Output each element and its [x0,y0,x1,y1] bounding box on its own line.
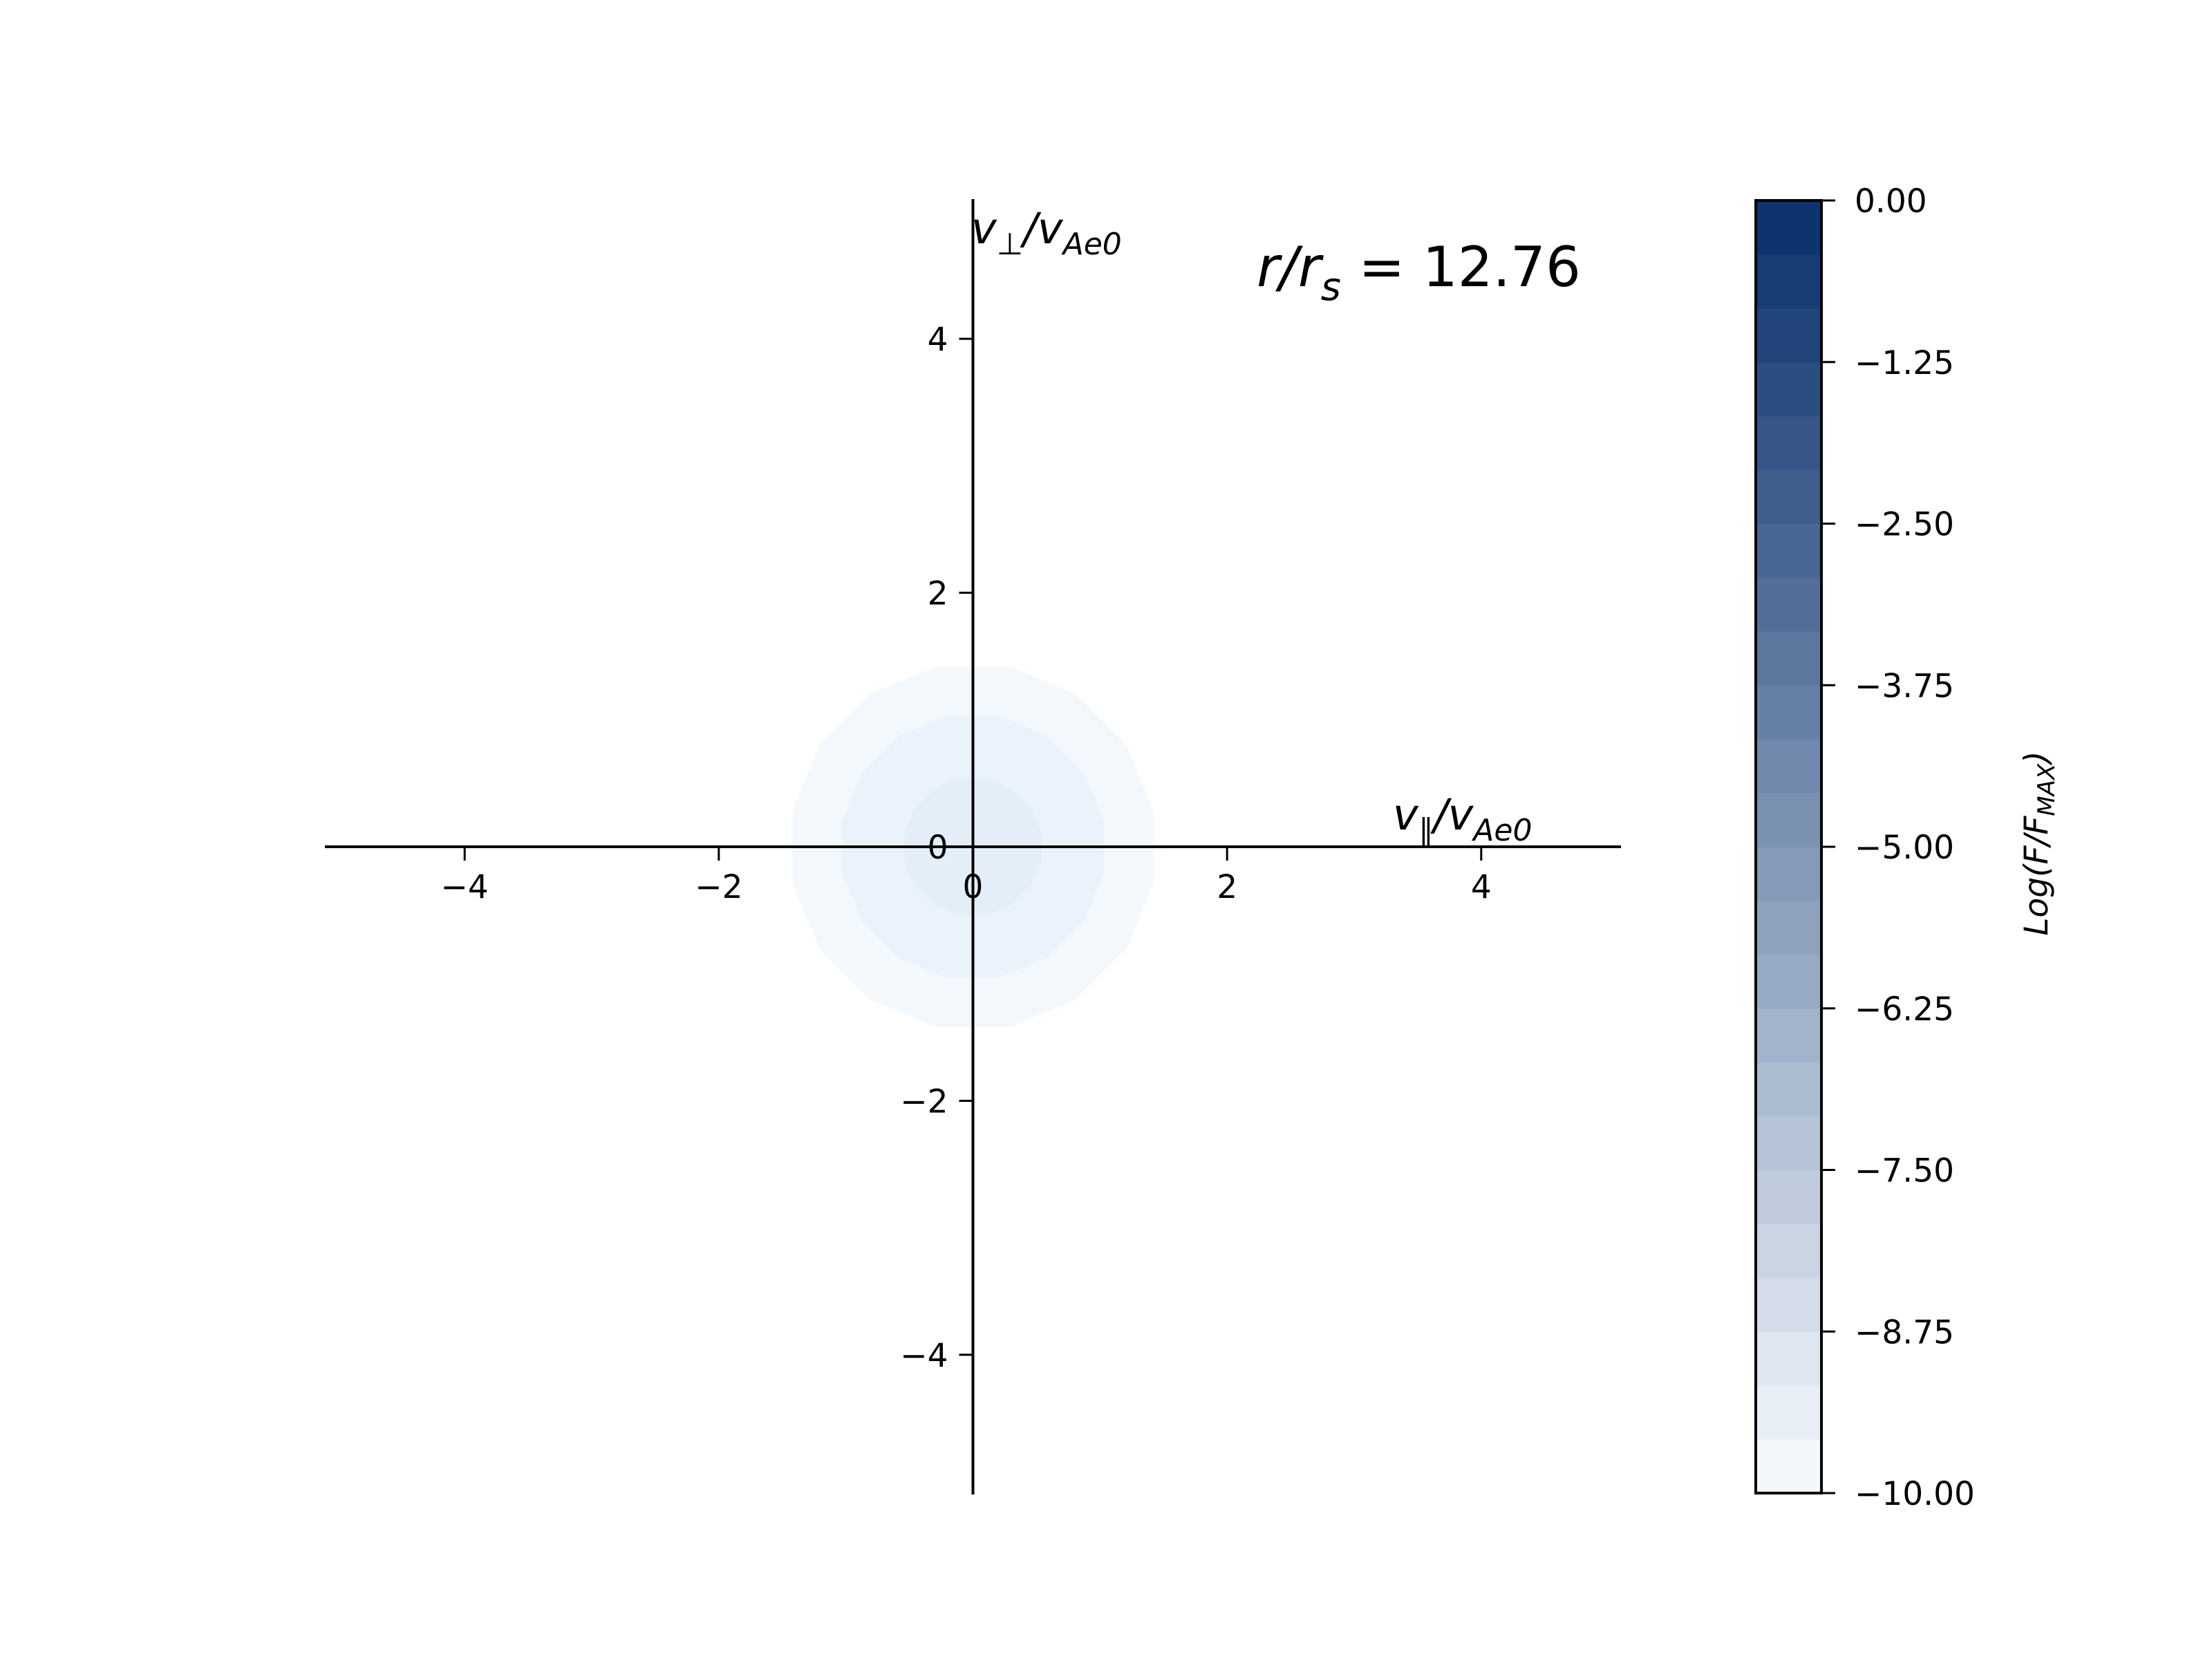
y-axis-label: v⊥/vAe0 [971,203,1122,262]
colorbar-band [1756,1008,1821,1063]
radius-annotation: r/rs = 12.76 [1257,235,1581,310]
colorbar-tick-label: −6.25 [1855,991,1954,1029]
colorbar-band [1756,900,1821,955]
x-ticks: −4 −2 0 2 4 [441,847,1492,906]
colorbar-tick-label: −2.50 [1855,506,1954,544]
colorbar-band [1756,793,1821,847]
x-tick-label: 4 [1471,868,1492,906]
y-tick-label: −4 [900,1337,948,1375]
colorbar-band [1756,739,1821,794]
colorbar-ticks: 0.00 −1.25 −2.50 −3.75 −5.00 −6.25 −7.50 −8.75 −… [1821,182,1975,1513]
colorbar-bands [1756,200,1821,1494]
x-tick-label: 2 [1217,868,1237,906]
colorbar-band [1756,254,1821,309]
colorbar: 0.00 −1.25 −2.50 −3.75 −5.00 −6.25 −7.50 −8.75 −… [1754,182,1975,1513]
colorbar-band [1756,1062,1821,1117]
colorbar-band [1756,523,1821,579]
colorbar-band [1756,308,1821,363]
colorbar-band [1756,200,1821,255]
colorbar-band [1756,415,1821,471]
axes: −4 −2 0 2 4 4 2 0 −2 −4 [325,199,1621,1494]
colorbar-band [1756,1385,1821,1440]
colorbar-band [1756,1170,1821,1225]
colorbar-band [1756,469,1821,525]
x-axis-label: v∥/vAe0 [1393,789,1532,848]
colorbar-band [1756,577,1821,632]
colorbar-tick-label: −7.50 [1855,1152,1954,1190]
colorbar-band [1756,362,1821,417]
colorbar-label: Log(F/FMAX) [2018,751,2061,935]
colorbar-band [1756,1331,1821,1386]
colorbar-tick-label: −1.25 [1855,344,1954,382]
colorbar-band [1756,1277,1821,1332]
colorbar-tick-label: 0.00 [1855,182,1927,221]
colorbar-band [1756,1224,1821,1278]
y-tick-label: 2 [928,575,948,613]
y-tick-label: 4 [928,321,948,359]
x-tick-label: −4 [441,868,489,906]
colorbar-band [1756,1439,1821,1494]
y-tick-label: −2 [900,1082,948,1121]
y-ticks: 4 2 0 −2 −4 [900,321,973,1375]
colorbar-band [1756,685,1821,740]
colorbar-band [1756,954,1821,1009]
y-tick-label: 0 [928,829,948,867]
colorbar-band [1756,847,1821,901]
colorbar-tick-label: −3.75 [1855,667,1954,705]
x-tick-label: −2 [695,868,742,906]
colorbar-tick-label: −5.00 [1855,829,1954,867]
colorbar-tick-label: −8.75 [1855,1313,1954,1351]
colorbar-tick-label: −10.00 [1855,1475,1975,1513]
x-tick-label: 0 [963,868,984,906]
colorbar-band [1756,631,1821,686]
colorbar-band [1756,1116,1821,1171]
